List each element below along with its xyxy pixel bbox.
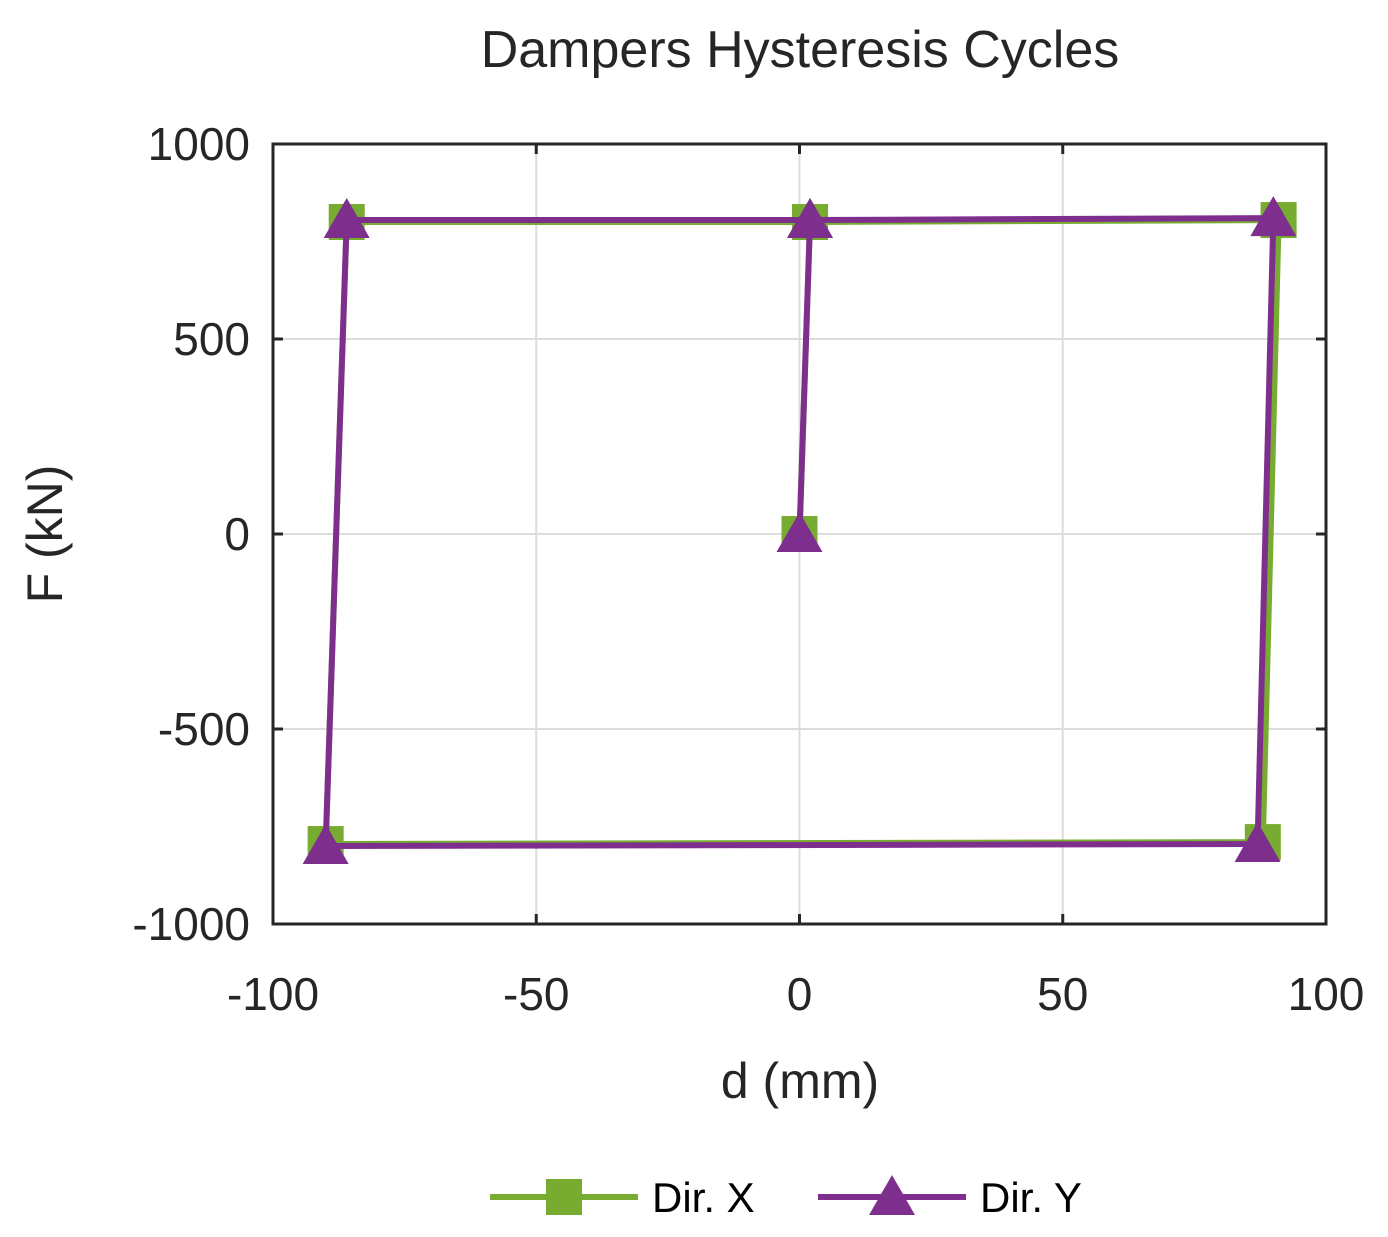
x-axis-label: d (mm) xyxy=(721,1053,879,1109)
y-axis-label: F (kN) xyxy=(17,465,73,604)
y-tick-label: -500 xyxy=(158,703,250,755)
data-point-triangle xyxy=(1250,196,1297,237)
x-tick-label: 50 xyxy=(1037,968,1088,1020)
data-point-triangle xyxy=(787,198,834,239)
legend-item: Dir. Y xyxy=(818,1174,1082,1221)
legend-marker-triangle xyxy=(869,1175,915,1215)
data-point-triangle xyxy=(1234,822,1281,863)
y-tick-label: 0 xyxy=(224,508,250,560)
data-point-triangle xyxy=(323,198,370,239)
x-tick-label: 100 xyxy=(1288,968,1365,1020)
legend-item: Dir. X xyxy=(490,1174,755,1221)
chart-title: Dampers Hysteresis Cycles xyxy=(481,21,1120,79)
series-layer xyxy=(302,196,1297,864)
series-triangle xyxy=(302,196,1297,864)
y-tick-label: -1000 xyxy=(132,898,250,950)
y-tick-label: 500 xyxy=(173,313,250,365)
data-point-triangle xyxy=(302,824,349,864)
x-tick-label: -100 xyxy=(227,968,319,1020)
y-tick-label: 1000 xyxy=(148,118,250,170)
legend-label: Dir. Y xyxy=(980,1174,1082,1221)
data-point-triangle xyxy=(776,512,823,552)
x-tick-label: 0 xyxy=(787,968,813,1020)
legend-label: Dir. X xyxy=(652,1174,755,1221)
legend: Dir. X Dir. Y xyxy=(490,1174,1082,1221)
x-tick-label: -50 xyxy=(503,968,569,1020)
legend-marker-square xyxy=(546,1179,582,1215)
